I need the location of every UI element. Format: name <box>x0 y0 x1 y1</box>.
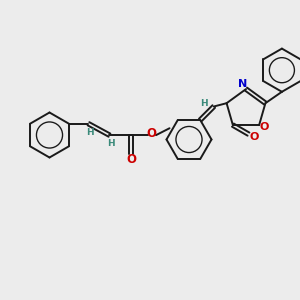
Text: N: N <box>238 79 247 89</box>
Text: O: O <box>126 153 136 166</box>
Text: H: H <box>107 139 115 148</box>
Text: H: H <box>86 128 94 137</box>
Text: H: H <box>200 99 208 108</box>
Text: O: O <box>260 122 269 132</box>
Text: O: O <box>147 127 157 140</box>
Text: O: O <box>249 131 259 142</box>
